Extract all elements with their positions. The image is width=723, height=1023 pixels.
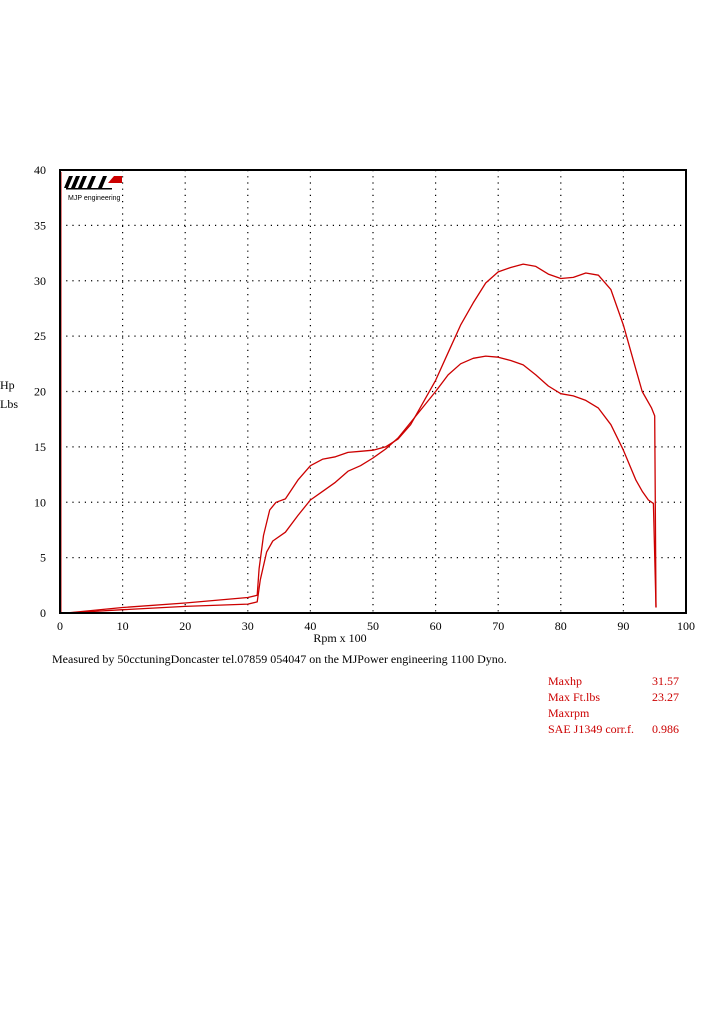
y-axis-label-lbs: Lbs: [0, 397, 18, 411]
y-tick-label: 15: [34, 440, 46, 454]
logo-mark-icon: [64, 176, 122, 190]
x-tick-label: 80: [555, 619, 567, 633]
stat-value-max-ftlbs: 23.27: [652, 690, 679, 704]
y-tick-label: 40: [34, 163, 46, 177]
x-tick-label: 70: [492, 619, 504, 633]
plot-frame: [59, 169, 687, 614]
grid-lines: [60, 170, 686, 613]
x-tick-label: 20: [179, 619, 191, 633]
y-tick-label: 25: [34, 329, 46, 343]
y-tick-label: 0: [40, 606, 46, 620]
x-tick-label: 0: [57, 619, 63, 633]
stat-value-maxhp: 31.57: [652, 674, 679, 688]
stat-value-sae-corr: 0.986: [652, 722, 679, 736]
tick-labels: 0 10 20 30 40 50 60 70 80 90 100 0 5 10 15 20 25 30 35 40: [34, 163, 695, 633]
stat-label-max-ftlbs: Max Ft.lbs: [548, 690, 601, 704]
measured-by-note: Measured by 50cctuningDoncaster tel.0785…: [52, 652, 507, 666]
x-tick-label: 30: [242, 619, 254, 633]
y-axis-label-hp: Hp: [0, 378, 15, 392]
series-line-2: [66, 355, 657, 614]
y-tick-label: 5: [40, 551, 46, 565]
logo-text: MJP engineering: [68, 195, 121, 202]
y-tick-label: 35: [34, 218, 46, 232]
logo: MJP engineering: [64, 176, 122, 202]
stat-label-sae-corr: SAE J1349 corr.f.: [548, 722, 634, 736]
series-layer: [60, 172, 657, 614]
series-line-1: [66, 263, 657, 614]
stat-label-maxhp: Maxhp: [548, 674, 582, 688]
y-tick-label: 20: [34, 385, 46, 399]
stat-label-maxrpm: Maxrpm: [548, 706, 590, 720]
x-tick-label: 10: [117, 619, 129, 633]
x-tick-label: 40: [304, 619, 316, 633]
y-tick-label: 30: [34, 274, 46, 288]
x-tick-label: 90: [617, 619, 629, 633]
y-tick-label: 10: [34, 495, 46, 509]
x-axis-label: Rpm x 100: [313, 631, 366, 645]
x-tick-label: 50: [367, 619, 379, 633]
x-tick-label: 100: [677, 619, 695, 633]
x-tick-label: 60: [430, 619, 442, 633]
